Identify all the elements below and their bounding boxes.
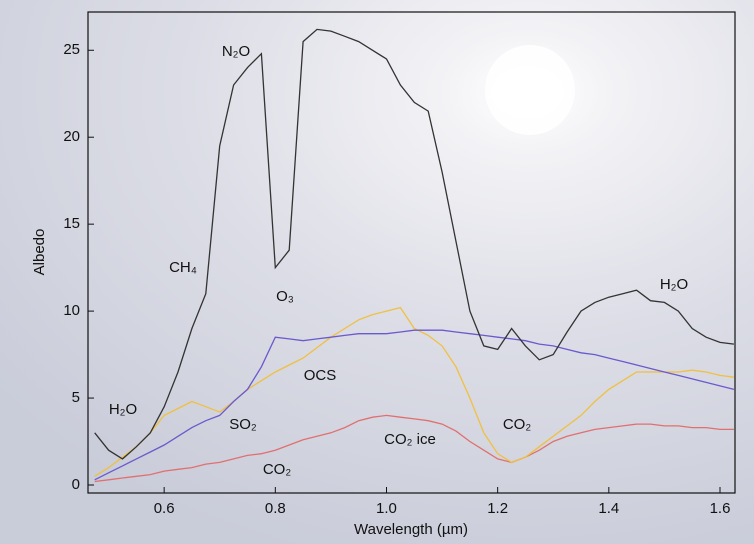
y-tick-label: 5	[72, 389, 80, 406]
x-tick-label: 1.0	[376, 500, 397, 517]
annotation: H₂O	[109, 401, 137, 418]
annotation: CO₂	[503, 416, 532, 433]
y-tick-label: 20	[63, 128, 80, 145]
y-tick-label: 15	[63, 215, 80, 232]
y-tick-label: 0	[72, 476, 80, 493]
y-tick-label: 25	[63, 41, 80, 58]
annotation: O₃	[276, 288, 294, 305]
series-line	[94, 28, 734, 460]
x-tick-label: 1.4	[598, 500, 619, 517]
x-tick-label: 1.2	[487, 500, 508, 517]
annotation: OCS	[304, 367, 337, 384]
annotation: N₂O	[222, 43, 250, 60]
sun-glow	[485, 45, 575, 135]
annotation: H₂O	[660, 276, 688, 293]
annotation: CO₂ ice	[384, 431, 436, 448]
y-tick-label: 10	[63, 302, 80, 319]
series-line	[94, 306, 734, 477]
annotation: CO₂	[263, 461, 292, 478]
x-tick-label: 0.8	[265, 500, 286, 517]
y-axis-label: Albedo	[31, 229, 48, 276]
series-line	[94, 414, 734, 483]
x-axis-label: Wavelength (µm)	[354, 521, 468, 538]
plot-frame	[87, 11, 736, 494]
x-tick-label: 0.6	[154, 500, 175, 517]
annotation: SO₂	[229, 416, 257, 433]
annotation: CH₄	[169, 259, 197, 276]
series-line	[94, 329, 735, 481]
x-tick-label: 1.6	[710, 500, 731, 517]
